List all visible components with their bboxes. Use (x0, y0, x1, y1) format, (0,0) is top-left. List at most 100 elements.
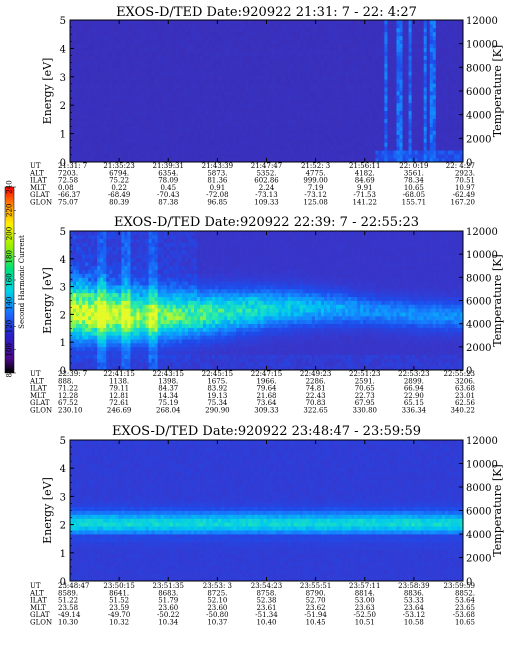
heatmap-cell (302, 83, 307, 88)
heatmap-cell (254, 75, 258, 80)
heatmap-cell (354, 134, 358, 139)
heatmap-cell (163, 138, 168, 143)
heatmap-cell (459, 83, 464, 88)
heatmap-cell (221, 146, 225, 151)
heatmap-cell (302, 94, 307, 100)
heatmap-cell (163, 51, 168, 56)
heatmap-cell (420, 31, 425, 37)
heatmap-cell (218, 150, 222, 155)
heatmap-cell (314, 154, 319, 159)
heatmap-cell (266, 114, 270, 120)
heatmap-cell (115, 20, 119, 25)
heatmap-cell (311, 27, 316, 33)
heatmap-cell (151, 122, 156, 127)
heatmap-cell (348, 94, 352, 100)
heatmap-cell (363, 91, 367, 96)
heatmap-cell (151, 158, 156, 163)
heatmap-cell (272, 43, 276, 49)
heatmap-cell (254, 71, 258, 76)
heatmap-cell (378, 39, 382, 45)
heatmap-cell (106, 150, 110, 155)
heatmap-cell (97, 59, 101, 64)
heatmap-cell (308, 55, 313, 60)
heatmap-cell (94, 138, 98, 143)
heatmap-cell (435, 158, 440, 163)
heatmap-cell (85, 51, 89, 56)
heatmap-cell (121, 63, 125, 68)
heatmap-cell (323, 126, 328, 131)
heatmap-cell (221, 31, 225, 37)
heatmap-cell (248, 150, 252, 155)
heatmap-cell (396, 98, 400, 104)
heatmap-cell (329, 83, 334, 88)
heatmap-cell (233, 20, 237, 25)
heatmap-cell (336, 150, 340, 155)
heatmap-cell (236, 87, 240, 92)
heatmap-cell (239, 146, 243, 151)
heatmap-cell (218, 20, 222, 25)
heatmap-cell (209, 94, 213, 100)
heatmap-cell (411, 102, 416, 108)
heatmap-cell (242, 63, 246, 68)
heatmap-cell (320, 106, 325, 112)
heatmap-cell (175, 35, 180, 41)
heatmap-cell (136, 43, 140, 49)
heatmap-cell (290, 75, 295, 80)
heatmap-cell (402, 63, 406, 68)
heatmap-cell (429, 27, 434, 33)
heatmap-cell (206, 122, 210, 127)
heatmap-cell (151, 102, 156, 108)
heatmap-cell (284, 122, 289, 127)
heatmap-cell (372, 94, 376, 100)
heatmap-cell (154, 118, 159, 123)
heatmap-cell (293, 154, 298, 159)
heatmap-cell (275, 55, 279, 60)
heatmap-cell (148, 39, 153, 45)
heatmap-cell (269, 55, 273, 60)
heatmap-cell (121, 35, 125, 41)
heatmap-cell (342, 71, 346, 76)
heatmap-cell (203, 55, 207, 60)
heatmap-cell (432, 59, 437, 64)
heatmap-cell (100, 20, 104, 25)
heatmap-cell (206, 71, 210, 76)
heatmap-cell (390, 43, 394, 49)
heatmap-cell (399, 106, 403, 112)
heatmap-cell (103, 154, 107, 159)
heatmap-cell (109, 138, 113, 143)
heatmap-cell (251, 83, 255, 88)
heatmap-cell (97, 130, 101, 135)
heatmap-cell (317, 71, 322, 76)
heatmap-cell (91, 150, 95, 155)
heatmap-cell (411, 138, 416, 143)
heatmap-cell (287, 94, 292, 100)
heatmap-cell (345, 106, 349, 112)
heatmap-cell (248, 35, 252, 41)
heatmap-cell (172, 27, 177, 33)
heatmap-cell (112, 154, 116, 159)
heatmap-cell (435, 118, 440, 123)
heatmap-cell (438, 130, 443, 135)
heatmap-cell (450, 39, 455, 45)
heatmap-cell (317, 83, 322, 88)
heatmap-cell (420, 150, 425, 155)
heatmap-cell (212, 75, 216, 80)
heatmap-cell (127, 106, 131, 112)
heatmap-cell (251, 79, 255, 84)
heatmap-cell (115, 67, 119, 72)
heatmap-cell (206, 158, 210, 163)
heatmap-cell (354, 20, 358, 25)
heatmap-cell (257, 102, 261, 108)
heatmap-cell (420, 27, 425, 33)
heatmap-cell (369, 114, 373, 120)
heatmap-cell (311, 158, 316, 163)
heatmap-cell (396, 154, 400, 159)
heatmap-cell (124, 94, 128, 100)
heatmap-cell (163, 106, 168, 112)
heatmap-cell (375, 154, 379, 159)
heatmap-cell (311, 142, 316, 147)
heatmap-cell (82, 51, 86, 56)
heatmap-cell (239, 91, 243, 96)
heatmap-cell (209, 43, 213, 49)
heatmap-cell (275, 150, 279, 155)
